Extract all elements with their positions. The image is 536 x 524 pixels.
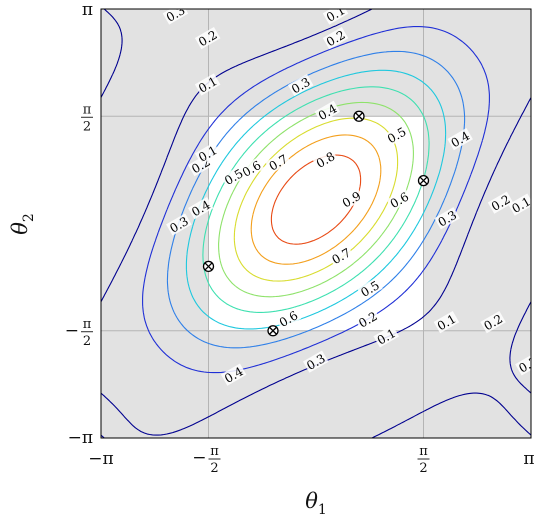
marker-cross-b: [419, 176, 428, 185]
contour-label-bg: [480, 310, 506, 334]
y-tick-label-den: 2: [83, 334, 91, 349]
contour-label-bg: [447, 127, 473, 151]
marker-point: [353, 110, 365, 122]
x-tick-label-num: π: [210, 444, 219, 459]
contour-label-bg: [312, 148, 339, 171]
contour-label-bg: [194, 26, 221, 50]
contour-label-bg: [383, 123, 410, 147]
marker-cross-b: [355, 112, 363, 121]
contour-label-bg: [220, 363, 247, 386]
contour-label-bg: [338, 188, 365, 211]
contour-label-bg: [322, 9, 349, 25]
contour-level-0-4: [185, 69, 447, 330]
contour-label-bg: [265, 151, 291, 174]
contour-label-bg: [194, 73, 221, 96]
x-tick-label: −π: [88, 449, 113, 469]
marker-point: [267, 325, 279, 337]
contour-label-text: 0.1: [510, 194, 534, 216]
contour-level-0-2: [142, 26, 490, 374]
contour-label-bg: [515, 353, 531, 376]
contour-label-bg: [487, 191, 514, 214]
contour-label-bg: [357, 277, 383, 300]
contour-labels: 0.90.80.70.60.50.40.30.20.10.40.30.10.20…: [162, 9, 534, 386]
x-axis-label: θ1: [305, 489, 327, 518]
x-tick-label-num: π: [419, 444, 428, 459]
contour-label-bg: [373, 325, 400, 348]
contour-label-bg: [194, 142, 221, 165]
contour-label-bg: [187, 196, 214, 220]
plot-background-inner: [208, 116, 424, 331]
contour-label-bg: [328, 244, 354, 267]
y-tick-label: − π 2: [65, 317, 93, 349]
x-tick-label-den: 2: [419, 461, 427, 476]
x-tick-label-sign: −: [192, 448, 206, 468]
x-tick-label: π2: [417, 444, 430, 476]
contour-label-bg: [238, 157, 265, 180]
contour-label-bg: [275, 307, 302, 330]
marker-point: [417, 174, 430, 187]
contour-label-bg: [354, 308, 381, 331]
contour-label-bg: [314, 100, 341, 123]
y-tick-label-sign: −: [65, 321, 79, 341]
contour-label-bg: [433, 310, 460, 334]
contour-label-bg: [287, 74, 314, 97]
y-tick-label-den: 2: [83, 119, 91, 134]
y-tick-labels: ππ2− π2−π: [65, 0, 93, 448]
contour-label-bg: [386, 188, 413, 211]
marker-cross-b: [204, 262, 213, 271]
y-tick-label-num: π: [83, 102, 92, 117]
x-tick-label: − π 2: [192, 444, 221, 476]
y-axis-label: θ2: [8, 213, 37, 235]
marker-point: [202, 260, 215, 273]
plot-frame: [100, 8, 532, 439]
contour-level-0-8: [250, 134, 382, 265]
y-tick-label: π: [82, 0, 93, 20]
contour-label-bg: [162, 9, 189, 25]
x-tick-label: π: [523, 449, 534, 469]
x-tick-label-den: 2: [210, 461, 218, 476]
contour-label-bg: [302, 350, 329, 373]
y-tick-label: −π: [68, 428, 93, 448]
markers: [202, 110, 430, 337]
y-tick-label: π2: [81, 102, 93, 134]
contour-label-bg: [434, 207, 460, 230]
contour-label-bg: [508, 193, 531, 216]
contour-level-0-6: [218, 101, 414, 298]
contour-level-0-3: [166, 50, 466, 349]
contour-label: 0.1: [508, 193, 534, 216]
contour-lines: [101, 9, 531, 438]
y-tick-label-num: π: [83, 317, 92, 332]
contour-label-bg: [322, 26, 349, 50]
contour-label-bg: [220, 165, 247, 188]
contour-level-0-5: [202, 86, 430, 313]
marker-cross-b: [269, 326, 277, 335]
contour-label-bg: [166, 213, 192, 236]
